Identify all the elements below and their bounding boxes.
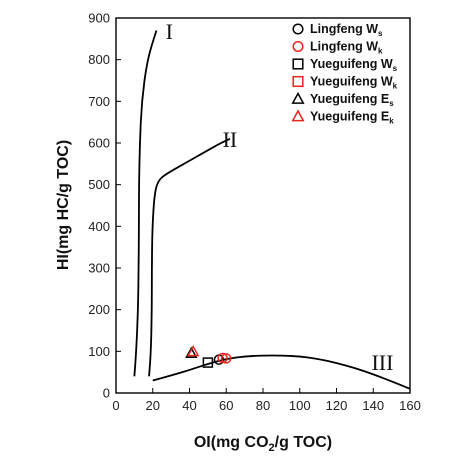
legend-marker <box>292 58 304 70</box>
legend-marker <box>292 75 304 88</box>
legend-label: Yueguifeng Wk <box>310 75 398 91</box>
legend-marker <box>291 109 305 122</box>
data-point <box>221 353 232 364</box>
data-point <box>217 352 228 364</box>
curve-label: I <box>166 19 173 44</box>
legend-label: Lingfeng Ws <box>310 22 383 38</box>
x-tick-label: 40 <box>182 398 196 413</box>
curve-type-III <box>152 354 411 390</box>
curve-label: III <box>371 350 393 375</box>
x-tick-label: 160 <box>399 398 421 413</box>
x-tick-label: 20 <box>146 398 160 413</box>
x-tick-label: 140 <box>362 398 384 413</box>
x-tick-label: 60 <box>219 398 233 413</box>
legend-label: Yueguifeng Es <box>310 92 394 108</box>
x-tick-label: 80 <box>256 398 270 413</box>
y-tick-label: 300 <box>88 261 110 276</box>
x-axis-title: OI(mg CO2/g TOC) <box>194 434 332 454</box>
data-point <box>202 357 214 368</box>
y-tick-label: 800 <box>88 52 110 67</box>
x-tick-label: 0 <box>112 398 119 413</box>
y-tick-label: 900 <box>88 11 110 26</box>
curve-type-II <box>148 138 231 377</box>
legend-marker <box>291 91 305 104</box>
y-tick-label: 600 <box>88 136 110 151</box>
legend-label: Lingfeng Wk <box>310 40 383 56</box>
legend-marker <box>292 40 304 53</box>
x-tick-label: 100 <box>289 398 311 413</box>
curve-label: II <box>223 127 238 152</box>
y-tick-label: 0 <box>103 386 110 401</box>
y-tick-label: 700 <box>88 94 110 109</box>
legend-label: Yueguifeng Ws <box>310 57 398 73</box>
legend-marker <box>292 23 304 35</box>
y-tick-label: 500 <box>88 177 110 192</box>
data-points <box>185 345 232 368</box>
curve-type-I <box>133 30 158 377</box>
legend-label: Yueguifeng Ek <box>310 110 394 126</box>
data-point <box>185 346 198 358</box>
data-point <box>186 345 200 357</box>
y-tick-label: 100 <box>88 344 110 359</box>
y-tick-label: 400 <box>88 219 110 234</box>
y-axis-title: HI(mg HC/g TOC) <box>55 140 72 270</box>
axis-ticks: 0 20 40 60 80 100 120 140 160 0 100 200 300 400 500 600… <box>88 11 421 414</box>
y-tick-label: 200 <box>88 302 110 317</box>
x-tick-label: 120 <box>326 398 348 413</box>
